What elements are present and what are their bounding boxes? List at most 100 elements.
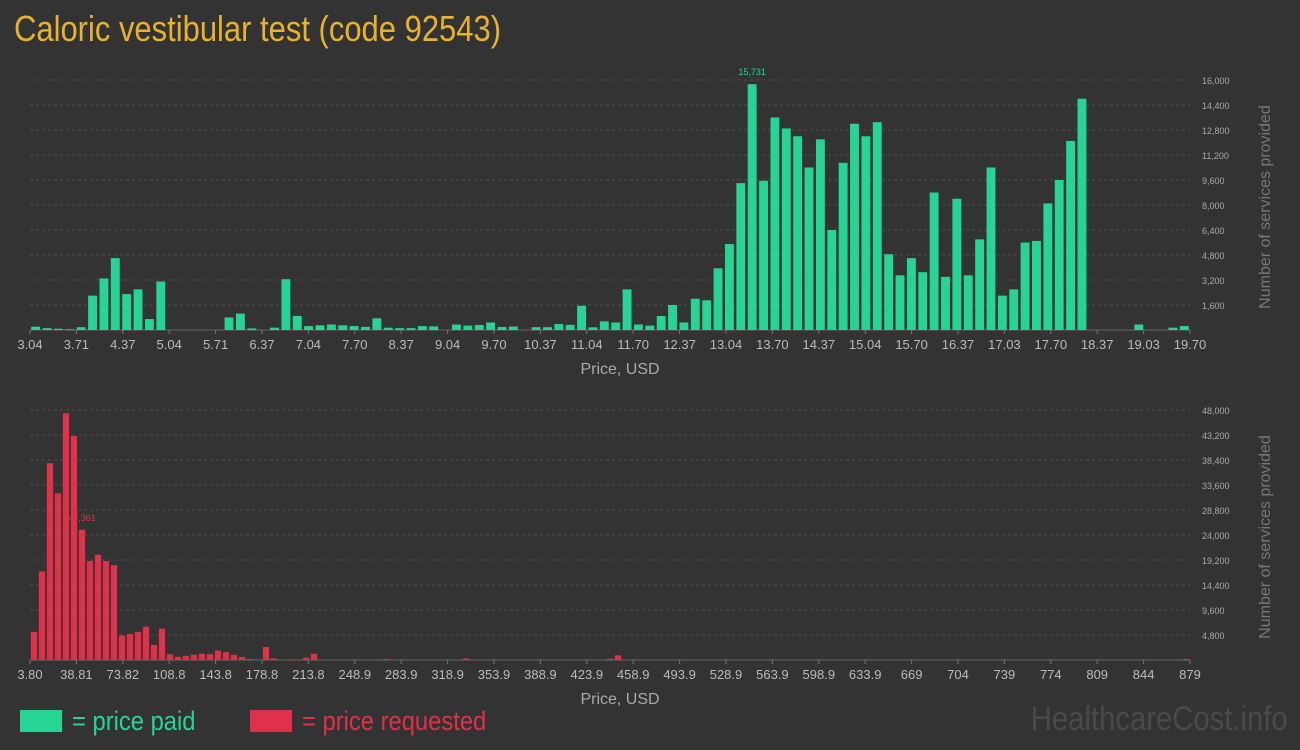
bar: [30, 631, 38, 660]
bar: [166, 654, 174, 660]
x-tick-label: 318.9: [431, 667, 464, 682]
bar: [42, 328, 52, 330]
bar: [1020, 242, 1030, 330]
chart-price-requested: 4,800 9,600 14,400 19,200 24,000 28,800 33,600…: [17, 406, 1274, 708]
bar: [952, 198, 962, 330]
x-tick-label: 38.81: [60, 667, 93, 682]
bar: [1182, 658, 1190, 660]
bar: [230, 654, 238, 660]
bar: [645, 325, 655, 330]
bar: [406, 328, 416, 330]
x-tick-label: 283.9: [385, 667, 418, 682]
bar: [142, 626, 150, 660]
bar: [565, 324, 575, 330]
bar: [611, 322, 621, 330]
x-tick-label: 3.71: [64, 337, 89, 352]
bar: [941, 276, 950, 330]
x-tick-label: 353.9: [478, 667, 511, 682]
bar: [497, 327, 507, 330]
bar: [222, 652, 230, 660]
bar: [884, 254, 894, 330]
bar: [198, 653, 206, 660]
bar: [614, 655, 622, 660]
bar: [247, 328, 257, 330]
peak-data-label: 15,731: [738, 67, 766, 77]
bar: [463, 325, 473, 330]
bar: [31, 326, 41, 330]
bar: [182, 655, 190, 660]
bar: [246, 658, 254, 660]
bar: [235, 313, 245, 330]
x-tick-label: 17.70: [1035, 337, 1068, 352]
bar: [383, 327, 393, 330]
bar: [1134, 324, 1144, 330]
bar: [599, 321, 609, 330]
bar: [997, 295, 1007, 330]
x-tick-label: 9.70: [481, 337, 506, 352]
x-tick-label: 5.71: [203, 337, 228, 352]
x-tick-label: 458.9: [617, 667, 650, 682]
bar: [65, 329, 75, 331]
y-tick-label: 9,600: [1202, 606, 1225, 616]
bar: [292, 315, 302, 330]
bar: [349, 326, 359, 330]
bar: [531, 327, 541, 330]
x-tick-label: 15.70: [895, 337, 928, 352]
x-axis-label: Price, USD: [580, 691, 659, 708]
bar: [429, 326, 439, 330]
x-tick-label: 3.80: [17, 667, 42, 682]
y-axis-label: Number of services provided: [1257, 105, 1274, 309]
bar: [126, 633, 134, 660]
x-tick-label: 6.37: [249, 337, 274, 352]
bar: [62, 413, 70, 660]
y-tick-label: 48,000: [1202, 406, 1230, 416]
bar: [158, 628, 166, 660]
legend-price-paid: = price paid: [20, 704, 212, 738]
x-tick-label: 774: [1040, 667, 1062, 682]
x-tick-label: 598.9: [803, 667, 836, 682]
x-tick-label: 879: [1179, 667, 1201, 682]
bar: [1054, 180, 1064, 330]
y-tick-label: 6,400: [1202, 226, 1225, 236]
bar: [713, 268, 723, 330]
x-tick-label: 9.04: [435, 337, 460, 352]
bar: [781, 128, 791, 330]
bar: [508, 326, 518, 330]
bar: [86, 561, 94, 660]
bar: [543, 327, 552, 330]
x-tick-label: 248.9: [339, 667, 372, 682]
peak-data-label: 47,361: [68, 513, 96, 523]
bar: [46, 463, 54, 660]
bar: [270, 658, 278, 660]
y-tick-label: 4,800: [1202, 251, 1225, 261]
bar: [872, 122, 882, 330]
bar: [214, 650, 222, 660]
bar: [54, 493, 62, 660]
bar: [1043, 203, 1053, 330]
bar: [302, 657, 310, 660]
x-tick-label: 7.70: [342, 337, 367, 352]
bar: [815, 139, 825, 330]
bar: [76, 327, 86, 330]
x-tick-label: 11.70: [617, 337, 649, 352]
bar: [963, 275, 973, 330]
chart-price-paid: 1,600 3,200 4,800 6,400 8,000 9,600 11,200 12,8…: [17, 67, 1274, 378]
bar: [122, 294, 132, 330]
bar: [315, 325, 325, 330]
legend-swatch-requested: [250, 710, 292, 732]
bar: [474, 325, 484, 330]
y-tick-label: 12,800: [1202, 126, 1230, 136]
bar: [78, 529, 86, 660]
bar: [679, 322, 689, 330]
legend-label-requested: = price requested: [302, 705, 487, 736]
x-tick-label: 388.9: [524, 667, 557, 682]
y-axis-label: Number of services provided: [1257, 435, 1274, 639]
bar: [118, 635, 126, 660]
x-tick-label: 10.37: [524, 337, 557, 352]
bar: [102, 561, 110, 660]
bar: [622, 289, 632, 330]
x-tick-label: 5.04: [157, 337, 182, 352]
bar: [94, 554, 102, 660]
bar: [294, 659, 302, 661]
y-tick-label: 8,000: [1202, 201, 1225, 211]
